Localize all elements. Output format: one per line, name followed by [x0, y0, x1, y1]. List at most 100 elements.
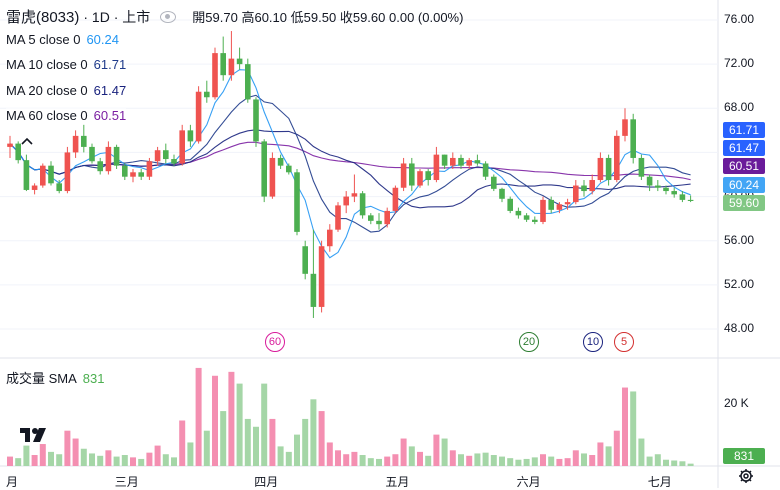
candle-body [7, 143, 13, 147]
candle-body [56, 183, 62, 192]
candle-body [458, 157, 464, 166]
candle-body [310, 273, 317, 307]
ma60-legend[interactable]: MA 60 close 0 60.51 [6, 108, 127, 123]
eye-icon[interactable] [160, 10, 177, 23]
volume-bar [572, 450, 579, 466]
candle-body [540, 199, 546, 222]
candle-body [105, 146, 112, 172]
volume-bar [121, 455, 128, 466]
symbol-header: 雷虎(8033) · 1D · 上市 開59.70 高60.10 低59.50 … [6, 6, 463, 27]
candle-body [318, 246, 325, 307]
candle-body [376, 220, 382, 225]
ma-period-badge[interactable]: 10 [583, 332, 603, 352]
candle-body [474, 160, 481, 164]
volume-bar [162, 454, 169, 466]
candle-body [179, 130, 185, 164]
candle-body [138, 172, 144, 177]
candle-body [605, 157, 612, 181]
volume-bar [97, 455, 104, 466]
volume-bar [441, 438, 448, 466]
x-tick-label: 三月 [114, 475, 139, 489]
candle-body [64, 152, 71, 192]
volume-bar [187, 442, 194, 466]
candle-body [368, 215, 374, 221]
price-tag: 60.24 [723, 177, 765, 193]
volume-bar [417, 451, 423, 466]
candle-body [187, 130, 194, 142]
candle-body [441, 154, 448, 166]
candle-body [31, 185, 38, 190]
y-tick-label: 72.00 [724, 56, 755, 71]
volume-bar [458, 454, 464, 466]
volume-bar [630, 391, 637, 466]
volume-bar [523, 458, 530, 466]
collapse-legend-icon[interactable] [20, 134, 34, 148]
candle-body [417, 171, 423, 186]
high-label: 高 [241, 10, 255, 25]
volume-bar [531, 457, 538, 466]
volume-bar [294, 434, 300, 466]
candle-body [433, 154, 440, 181]
change-value: 0.00 (0.00%) [389, 10, 464, 25]
close-label: 收 [339, 10, 353, 25]
volume-bar [253, 426, 259, 466]
volume-bar [310, 399, 317, 466]
volume-bar [220, 411, 227, 466]
candle-body [40, 165, 46, 186]
volume-bar [318, 411, 325, 466]
candle-body [523, 215, 530, 220]
candle-body [204, 91, 210, 98]
candle-body [425, 171, 431, 181]
symbol-name[interactable]: 雷虎(8033) [6, 9, 80, 26]
volume-bar [326, 442, 333, 466]
candle-body [294, 172, 300, 232]
volume-bar [285, 451, 292, 466]
volume-bar [89, 453, 95, 466]
candle-body [261, 141, 267, 197]
ma-period-badge[interactable]: 5 [614, 332, 634, 352]
volume-tag: 831 [723, 448, 765, 464]
candle-body [450, 157, 456, 166]
volume-bar [171, 457, 177, 466]
volume-bar [367, 458, 374, 466]
candle-body [48, 165, 54, 184]
volume-bar [622, 387, 628, 466]
volume-title: 成交量 SMA [6, 371, 77, 386]
candle-body [491, 176, 497, 189]
volume-bar [195, 367, 202, 466]
volume-bar [605, 446, 612, 466]
volume-legend[interactable]: 成交量 SMA 831 [6, 368, 105, 387]
price-tag: 61.71 [723, 122, 765, 138]
y-tick-label: 48.00 [724, 321, 755, 335]
candle-body [163, 150, 169, 160]
candle-body [15, 143, 21, 161]
volume-bar [597, 442, 604, 466]
volume-bar [671, 460, 678, 466]
x-tick-label: 七月 [647, 475, 672, 489]
gear-icon[interactable] [738, 468, 754, 484]
tradingview-logo[interactable] [18, 424, 52, 446]
y-tick-label: 68.00 [724, 100, 755, 115]
ma10-legend[interactable]: MA 10 close 0 61.71 [6, 57, 127, 72]
candle-body [130, 172, 136, 177]
volume-bar [203, 430, 210, 466]
candle-body [212, 53, 218, 98]
volume-bar [236, 383, 243, 466]
x-tick-label: 六月 [516, 475, 541, 489]
volume-bar [39, 444, 46, 466]
candle-body [663, 187, 669, 192]
volume-bar [179, 420, 186, 466]
ma-period-badge[interactable]: 60 [265, 332, 285, 352]
candle-body [392, 187, 399, 211]
volume-bar [105, 450, 112, 466]
volume-bar [228, 371, 235, 466]
ma20-legend[interactable]: MA 20 close 0 61.47 [6, 83, 127, 98]
ma10-value: 61.71 [93, 57, 127, 72]
ma5-legend[interactable]: MA 5 close 0 60.24 [6, 32, 119, 47]
volume-bar [212, 375, 218, 466]
candle-body [195, 91, 202, 142]
volume-bar [48, 451, 54, 466]
ma-period-badge[interactable]: 20 [519, 332, 539, 352]
candle-body [122, 165, 128, 177]
